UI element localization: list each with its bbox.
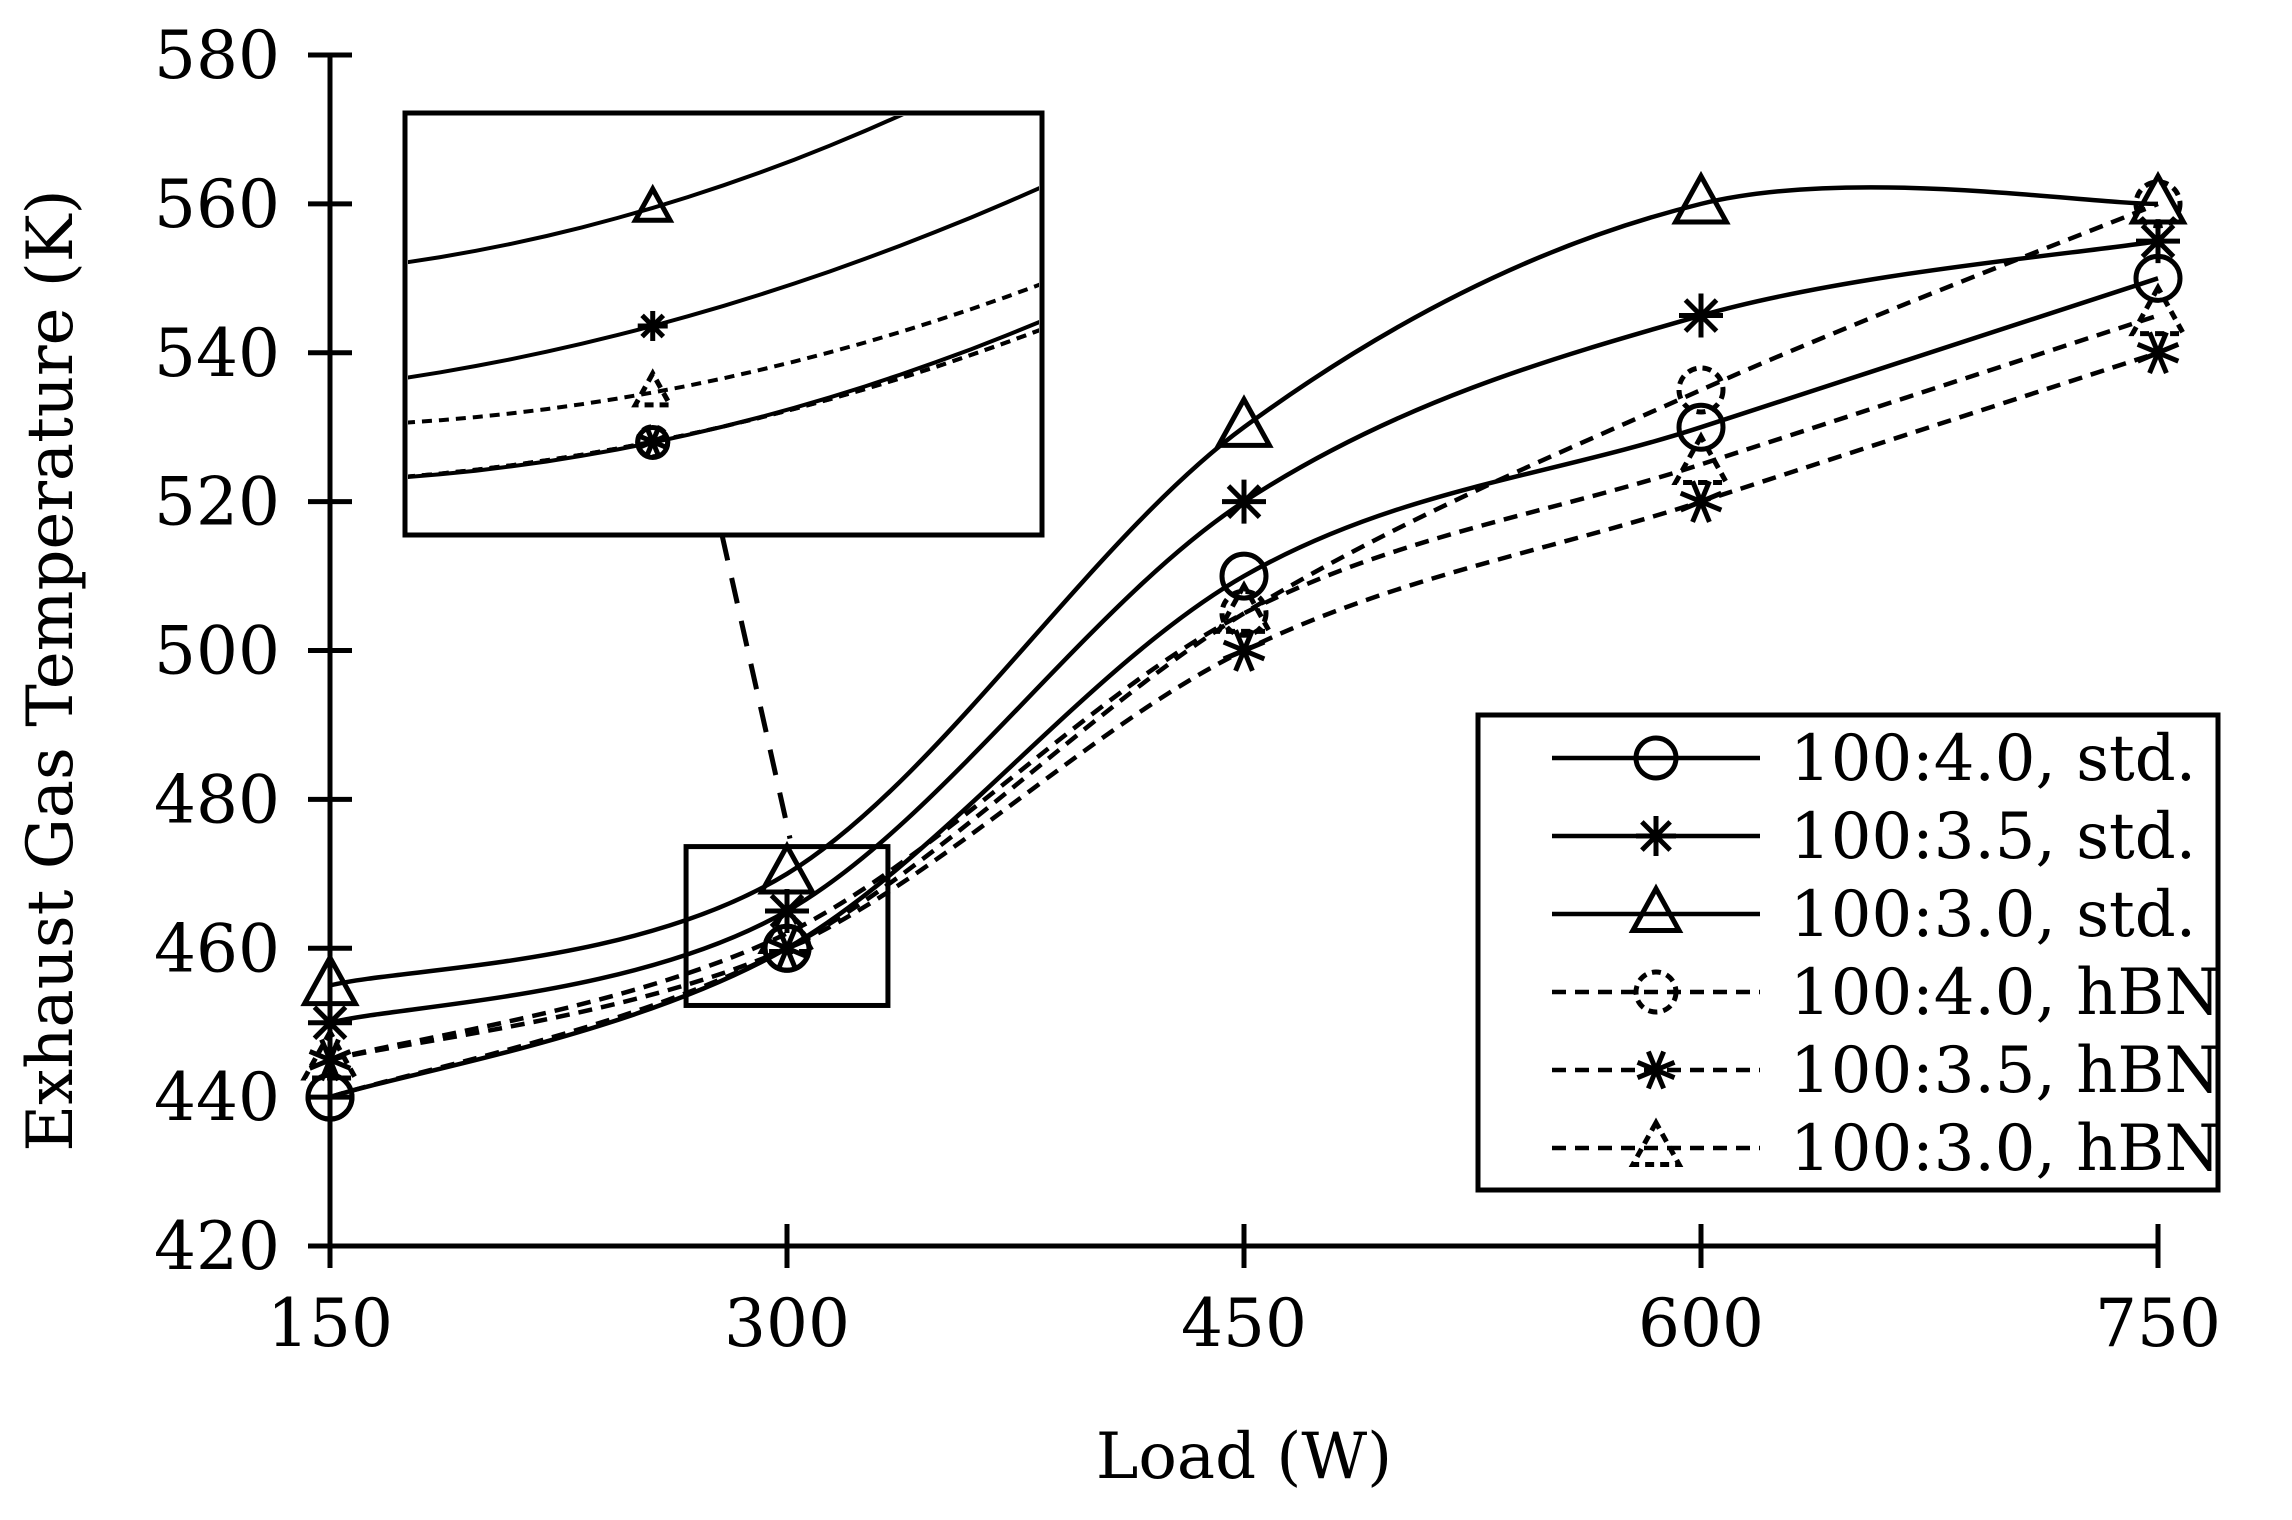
zoom-connector-line: [719, 534, 793, 840]
legend-label-6: 100:3.0, hBN: [1790, 1112, 2220, 1186]
data-point-s2-4: [1679, 293, 1723, 338]
y-axis-title: Exhaust Gas Temperature (K): [14, 189, 88, 1151]
series-line-3: [329, 185, 2159, 988]
data-point-s6-1: [300, 1026, 360, 1081]
data-point-s4-1: [305, 1072, 355, 1122]
inset-point-6: [631, 368, 675, 408]
x-tick-label: 450: [1181, 1285, 1307, 1362]
x-tick-label: 600: [1638, 1285, 1764, 1362]
data-point-s6-5: [2128, 282, 2188, 337]
legend-label-2: 100:3.5, std.: [1790, 800, 2196, 874]
legend-marker-1: [1633, 735, 1679, 781]
x-tick-label: 150: [267, 1285, 393, 1362]
y-tick-label: 560: [154, 166, 280, 243]
x-tick-label: 300: [724, 1285, 850, 1362]
y-tick-label: 580: [154, 17, 280, 94]
inset-point-2-stroke: [640, 313, 666, 339]
legend-marker-5-stroke: [1636, 1060, 1676, 1080]
data-point-s4-3: [1219, 588, 1269, 638]
inset-curve-2: [408, 186, 1039, 380]
legend-marker-6: [1628, 1117, 1684, 1167]
data-point-s3-2: [757, 840, 817, 895]
y-tick-label: 480: [154, 761, 280, 838]
inset-point-5: [637, 426, 668, 457]
data-point-s6-3: [1214, 580, 1274, 634]
inset-curves: [408, 116, 1039, 480]
legend-marker-2: [1636, 816, 1676, 856]
zoom-inset-box: [402, 110, 1045, 538]
data-point-s1-4: [1676, 402, 1726, 452]
inset-point-5-stroke: [637, 433, 668, 450]
axes: [308, 52, 2161, 1268]
data-point-s5-5: [2136, 331, 2180, 375]
legend-marker-2-stroke: [1640, 820, 1672, 852]
x-tick-label: 750: [2095, 1285, 2221, 1362]
legend: 100:4.0, std.100:3.5, std.100:3.0, std.1…: [1475, 712, 2221, 1193]
data-point-s3-5: [2128, 170, 2188, 225]
y-tick-label: 520: [154, 464, 280, 541]
legend-marker-5: [1636, 1050, 1676, 1090]
legend-marker-3: [1628, 883, 1684, 933]
data-point-s4-5: [2133, 179, 2183, 229]
y-tick-label: 440: [154, 1059, 280, 1136]
y-tick-label: 420: [154, 1208, 280, 1285]
x-axis-title: Load (W): [1096, 1420, 1392, 1494]
zoom-source-box: [683, 844, 891, 1008]
y-tick-label: 500: [154, 613, 280, 690]
data-point-s5-5-stroke: [2136, 342, 2180, 364]
data-point-s5-4: [1679, 480, 1723, 523]
data-point-s1-3: [1219, 551, 1269, 601]
legend-label-3: 100:3.0, std.: [1790, 878, 2196, 952]
data-point-s5-1-stroke: [308, 1049, 352, 1071]
legend-marker-4: [1633, 969, 1679, 1015]
data-point-s3-4: [1671, 170, 1731, 225]
legend-label-1: 100:4.0, std.: [1790, 722, 2196, 796]
legend-box: [1475, 712, 2221, 1193]
legend-label-5: 100:3.5, hBN: [1790, 1034, 2220, 1108]
tick-labels: 420 440 460 480 500 520 540 560 580 150 300 450 600 7…: [154, 17, 2221, 1362]
data-point-s4-4: [1676, 365, 1726, 415]
inset-point-3: [631, 183, 675, 223]
data-point-s5-4-stroke: [1679, 490, 1723, 513]
data-point-s2-3: [1222, 479, 1266, 524]
inset-curve-3: [408, 116, 904, 265]
series-line-4: [329, 201, 2159, 1100]
data-point-s2-4-stroke: [1683, 298, 1719, 333]
data-point-s6-4: [1671, 431, 1731, 486]
inset-point-4: [635, 424, 671, 460]
data-point-s2-2: [765, 889, 809, 934]
inset-curve-6: [408, 282, 1039, 425]
data-point-s5-3: [1222, 629, 1266, 672]
zoom-inset: [402, 110, 1045, 1008]
legend-label-4: 100:4.0, hBN: [1790, 956, 2220, 1030]
data-point-s2-5-stroke: [2140, 223, 2176, 259]
inset-point-2: [637, 310, 668, 341]
data-point-s2-1-stroke: [312, 1005, 348, 1041]
data-point-s6-2: [757, 900, 817, 955]
data-point-s2-3-stroke: [1226, 484, 1262, 519]
data-point-s5-3-stroke: [1222, 639, 1266, 662]
data-point-s3-1: [300, 952, 360, 1007]
data-point-s2-1: [308, 1000, 352, 1045]
series-line-1: [329, 276, 2159, 1100]
y-tick-label: 540: [154, 315, 280, 392]
data-point-s3-3: [1214, 394, 1274, 448]
series-markers: [300, 170, 2188, 1122]
inset-curve-5: [408, 328, 1039, 479]
y-tick-label: 460: [154, 910, 280, 987]
